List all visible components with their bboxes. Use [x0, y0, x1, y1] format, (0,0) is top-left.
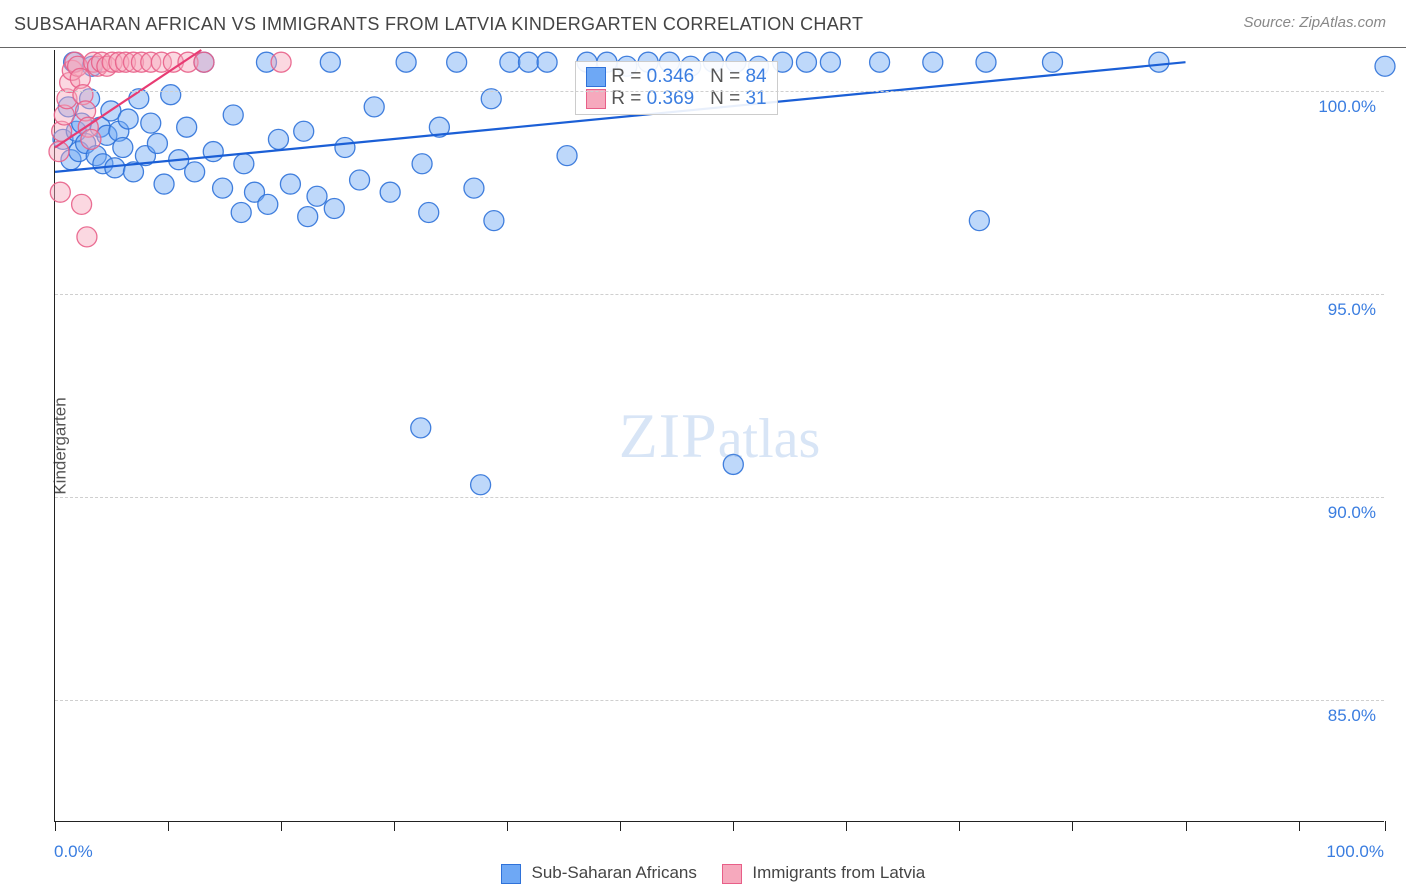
- data-point: [294, 121, 314, 141]
- xtick: [1385, 821, 1386, 831]
- xtick: [507, 821, 508, 831]
- legend-swatch-2: [722, 864, 742, 884]
- data-point: [234, 154, 254, 174]
- data-point: [447, 52, 467, 72]
- stats-n-label: N =: [710, 66, 740, 87]
- data-point: [258, 194, 278, 214]
- stats-r-label: R =: [611, 66, 641, 87]
- data-point: [396, 52, 416, 72]
- gridline: [55, 294, 1384, 295]
- data-point: [484, 211, 504, 231]
- xtick: [620, 821, 621, 831]
- data-point: [380, 182, 400, 202]
- data-point: [335, 138, 355, 158]
- data-point: [796, 52, 816, 72]
- data-point: [298, 207, 318, 227]
- ytick-label: 85.0%: [1328, 706, 1376, 726]
- data-point: [161, 85, 181, 105]
- data-point: [154, 174, 174, 194]
- gridline: [55, 91, 1384, 92]
- data-point: [723, 454, 743, 474]
- data-point: [77, 227, 97, 247]
- legend-swatch-1: [501, 864, 521, 884]
- chart-source: Source: ZipAtlas.com: [1243, 14, 1386, 31]
- data-point: [280, 174, 300, 194]
- scatter-svg: [55, 50, 1384, 821]
- data-point: [113, 138, 133, 158]
- data-point: [147, 133, 167, 153]
- data-point: [518, 52, 538, 72]
- data-point: [820, 52, 840, 72]
- data-point: [870, 52, 890, 72]
- data-point: [118, 109, 138, 129]
- data-point: [81, 129, 101, 149]
- stats-swatch: [586, 89, 606, 109]
- data-point: [141, 113, 161, 133]
- stats-row: R = 0.346 N = 84: [586, 66, 767, 88]
- chart-title: SUBSAHARAN AFRICAN VS IMMIGRANTS FROM LA…: [14, 14, 863, 34]
- data-point: [412, 154, 432, 174]
- plot-area: ZIPatlas R = 0.346 N = 84 R = 0.369 N = …: [54, 50, 1384, 822]
- data-point: [307, 186, 327, 206]
- xtick-label-min: 0.0%: [54, 842, 93, 862]
- data-point: [500, 52, 520, 72]
- xtick: [846, 821, 847, 831]
- data-point: [471, 475, 491, 495]
- data-point: [1149, 52, 1169, 72]
- chart-header: SUBSAHARAN AFRICAN VS IMMIGRANTS FROM LA…: [0, 0, 1406, 48]
- data-point: [969, 211, 989, 231]
- data-point: [464, 178, 484, 198]
- ytick-label: 95.0%: [1328, 300, 1376, 320]
- xtick: [733, 821, 734, 831]
- stats-swatch: [586, 67, 606, 87]
- data-point: [350, 170, 370, 190]
- data-point: [223, 105, 243, 125]
- data-point: [419, 203, 439, 223]
- data-point: [203, 142, 223, 162]
- data-point: [923, 52, 943, 72]
- ytick-label: 90.0%: [1328, 503, 1376, 523]
- gridline: [55, 700, 1384, 701]
- data-point: [231, 203, 251, 223]
- data-point: [185, 162, 205, 182]
- legend: Sub-Saharan Africans Immigrants from Lat…: [0, 863, 1406, 884]
- data-point: [271, 52, 291, 72]
- data-point: [324, 198, 344, 218]
- xtick: [168, 821, 169, 831]
- stats-r-value: 0.346: [647, 66, 695, 87]
- data-point: [364, 97, 384, 117]
- xtick: [1299, 821, 1300, 831]
- data-point: [411, 418, 431, 438]
- data-point: [320, 52, 340, 72]
- stats-n-value: 84: [745, 66, 766, 87]
- xtick: [55, 821, 56, 831]
- data-point: [537, 52, 557, 72]
- data-point: [481, 89, 501, 109]
- xtick: [1072, 821, 1073, 831]
- stats-box: R = 0.346 N = 84 R = 0.369 N = 31: [575, 61, 778, 115]
- data-point: [50, 182, 70, 202]
- xtick: [281, 821, 282, 831]
- legend-label-1: Sub-Saharan Africans: [531, 863, 696, 882]
- data-point: [1043, 52, 1063, 72]
- xtick: [394, 821, 395, 831]
- data-point: [177, 117, 197, 137]
- data-point: [213, 178, 233, 198]
- data-point: [194, 52, 214, 72]
- xtick-label-max: 100.0%: [1326, 842, 1384, 862]
- xtick: [959, 821, 960, 831]
- data-point: [268, 129, 288, 149]
- data-point: [557, 146, 577, 166]
- ytick-label: 100.0%: [1318, 97, 1376, 117]
- legend-label-2: Immigrants from Latvia: [752, 863, 925, 882]
- data-point: [1375, 56, 1395, 76]
- data-point: [72, 194, 92, 214]
- data-point: [976, 52, 996, 72]
- xtick: [1186, 821, 1187, 831]
- gridline: [55, 497, 1384, 498]
